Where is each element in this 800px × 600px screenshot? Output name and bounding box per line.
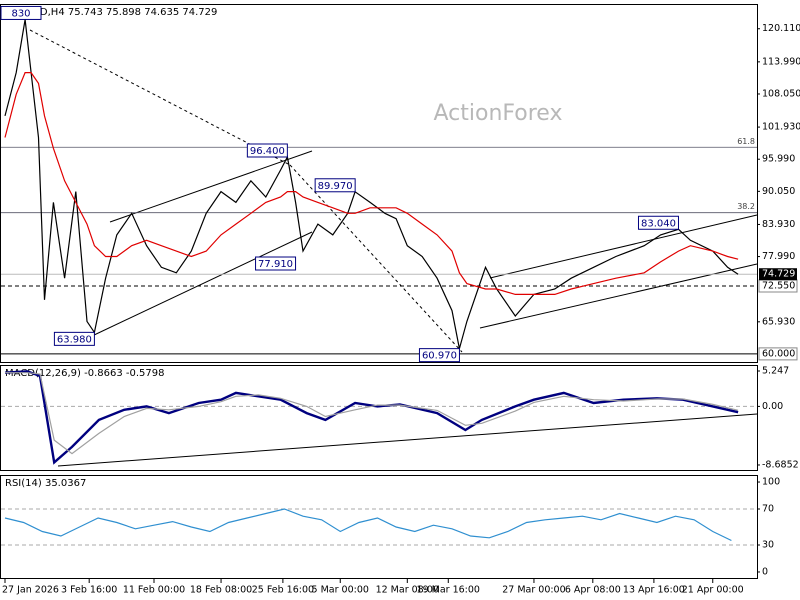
frames — [0, 4, 758, 579]
x-tick-label: 5 Mar 00:00 — [312, 585, 369, 596]
price-annotation-box — [314, 178, 356, 193]
x-tick-label: 11 Feb 00:00 — [123, 585, 185, 596]
y-tick-label: 65.930 — [762, 316, 795, 327]
x-tick-label: 13 Apr 16:00 — [623, 585, 685, 596]
series-line — [4, 19, 739, 349]
price-annotation-box — [418, 348, 460, 363]
trendline — [57, 413, 758, 467]
y-tick-label: 77.990 — [762, 251, 795, 262]
trendline — [91, 231, 313, 337]
price-annotation: 83.040 — [641, 218, 676, 229]
price-annotation: 77.910 — [258, 259, 293, 270]
price-annotation: 89.970 — [318, 181, 353, 192]
x-tick-label: 25 Feb 16:00 — [252, 585, 314, 596]
last-box — [759, 268, 797, 281]
price-frame — [0, 4, 758, 363]
series-line — [4, 370, 739, 465]
y-tick-label: 90.050 — [762, 186, 795, 197]
level-label: 60.000 — [762, 348, 795, 359]
x-tick-label: 18 Feb 08:00 — [190, 585, 252, 596]
price-annotation: 60.970 — [422, 351, 457, 362]
panel-title: RSI(14) 35.0367 — [5, 478, 86, 489]
series-line — [5, 372, 739, 455]
series-line — [4, 72, 739, 295]
trendline — [109, 150, 313, 223]
x-tick-label: 27 Jan 2026 — [2, 585, 59, 596]
x-tick-label: 21 Apr 00:00 — [682, 585, 744, 596]
price-annotation-box — [255, 256, 297, 271]
macd-frame — [0, 365, 758, 471]
y-tick-label: 108.050 — [762, 88, 800, 99]
trendline — [489, 214, 758, 279]
y-tick-label: 83.930 — [762, 219, 795, 230]
trendline — [29, 29, 291, 166]
y-tick-label: 70 — [762, 504, 774, 515]
y-tick-label: 0 — [762, 566, 768, 577]
y-tick-label: 120.110 — [762, 23, 800, 34]
level-box — [758, 347, 798, 361]
fib-label: 61.8 — [737, 137, 755, 146]
y-tick-label: 30 — [762, 539, 774, 550]
rsi-frame — [0, 475, 758, 579]
x-tick-label: 19 Mar 16:00 — [417, 585, 480, 596]
y-tick-label: 0.00 — [762, 401, 783, 412]
price-annotation-box — [53, 331, 95, 346]
x-tick-label: 6 Apr 08:00 — [565, 585, 621, 596]
y-tick-label: 113.990 — [762, 56, 800, 67]
series-line — [4, 508, 732, 542]
y-tick-label: 5.247 — [762, 366, 789, 377]
fib-label: 38.2 — [737, 202, 755, 211]
y-tick-label: 100 — [762, 477, 780, 488]
panel-title: XAGUSD,H4 75.743 75.898 74.635 74.729 — [5, 7, 217, 18]
panel-title: MACD(12,26,9) -0.8663 -0.5798 — [5, 368, 165, 379]
price-annotation: 63.980 — [57, 334, 92, 345]
price-annotation-box — [637, 215, 679, 230]
price-annotation-box — [0, 5, 42, 20]
y-tick-label: 101.930 — [762, 122, 800, 133]
y-tick-label: 95.990 — [762, 154, 795, 165]
price-annotation-box — [246, 143, 288, 158]
last-label: 74.729 — [762, 269, 795, 280]
trendlines — [29, 29, 758, 467]
x-tick-label: 12 Mar 08:00 — [376, 585, 439, 596]
y-tick-label: -8.6852 — [762, 459, 799, 470]
level-label: 72.550 — [762, 281, 795, 292]
trendline — [289, 164, 463, 353]
x-tick-label: 3 Feb 16:00 — [61, 585, 117, 596]
watermark: ActionForex — [434, 101, 563, 126]
price-annotation: 830 — [11, 8, 30, 19]
price-annotation: 96.400 — [250, 146, 285, 157]
x-tick-label: 27 Mar 00:00 — [502, 585, 565, 596]
